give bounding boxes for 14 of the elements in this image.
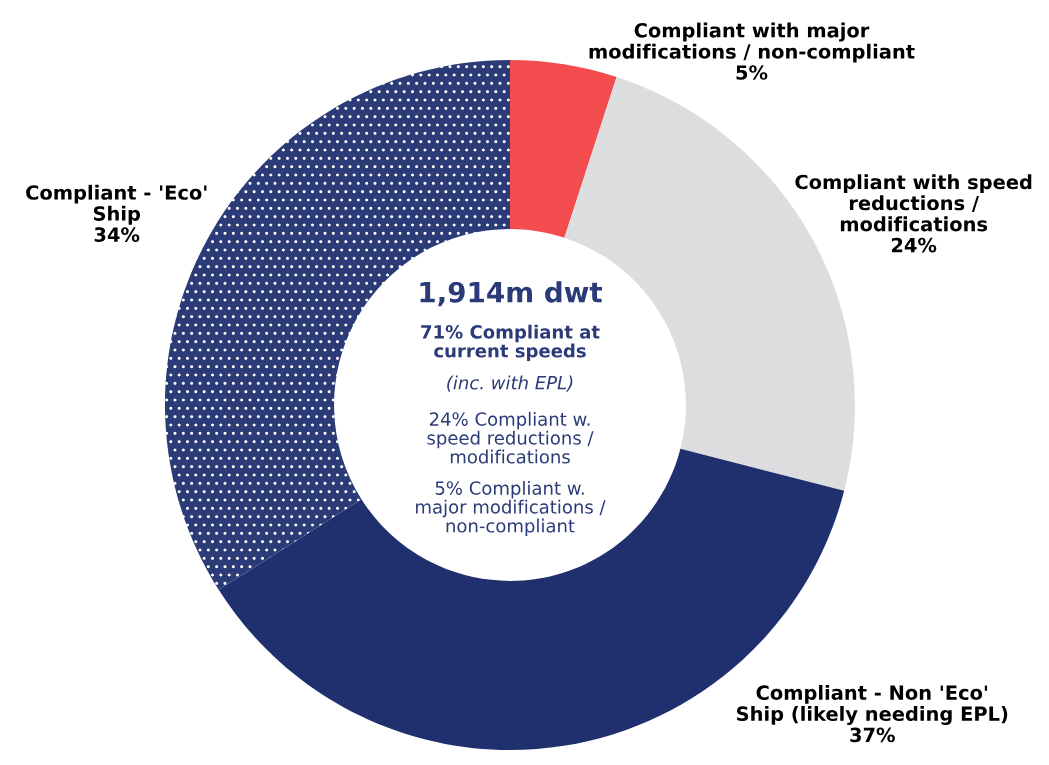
data-label: 5% xyxy=(736,65,768,80)
slice-label: Compliant with major modifications / non-compliant xyxy=(589,22,915,63)
donut-slice xyxy=(510,60,617,238)
text: 5% Compliant w. major modifications / non-compliant xyxy=(416,480,606,537)
slice-label: Compliant - 'Eco' Ship xyxy=(26,184,207,225)
data-label: 37% xyxy=(850,727,895,743)
data-label: 34% xyxy=(94,227,140,242)
text: 1,914m dwt xyxy=(420,281,603,307)
text: 71% Compliant at current speeds xyxy=(421,324,600,362)
slice-label: Compliant with speed reductions / modifications xyxy=(795,174,1032,232)
slice-label: Compliant - Non 'Eco' Ship (likely needing EPL) xyxy=(737,684,1008,725)
text: 24% Compliant w. speed reductions / modifications xyxy=(427,411,594,464)
data-label: 24% xyxy=(891,237,937,253)
text: (inc. with EPL) xyxy=(447,375,573,392)
